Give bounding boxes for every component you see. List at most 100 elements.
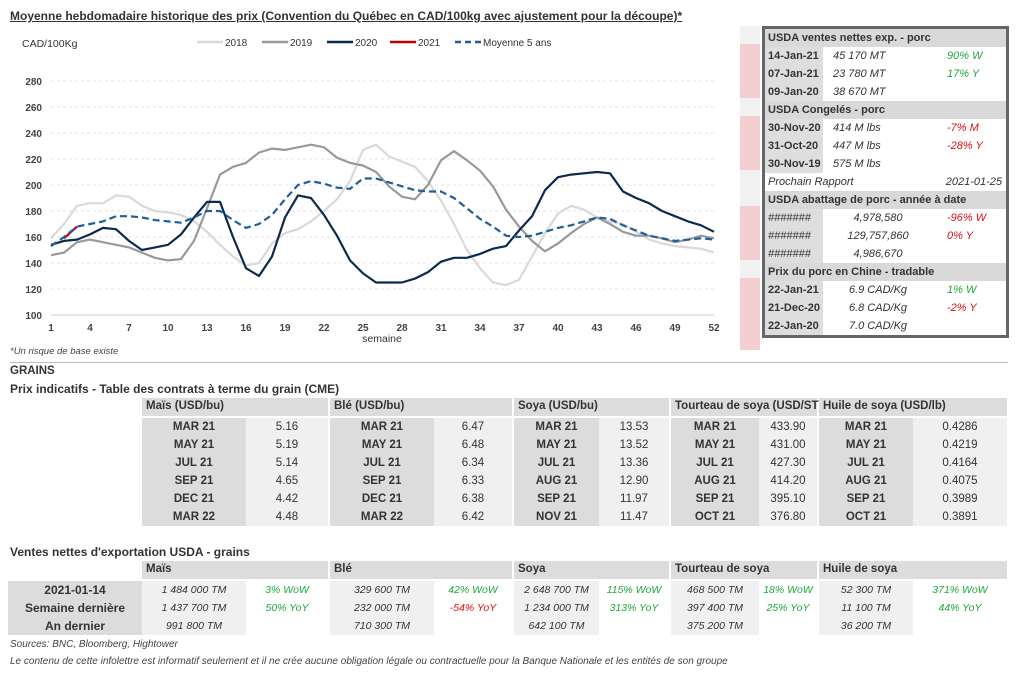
export-volume: 329 600 TM — [330, 581, 434, 599]
y-axis-label: CAD/100Kg — [22, 38, 78, 50]
strip-segment — [740, 26, 760, 44]
strip-segment — [740, 260, 760, 278]
legend-label: 2020 — [355, 38, 378, 49]
export-change: 371% WoW — [932, 584, 988, 596]
legend-label: Moyenne 5 ans — [483, 38, 551, 49]
contract-price: 0.4219 — [913, 436, 1007, 454]
futures-table: Maïs (USD/bu) Blé (USD/bu) Soya (USD/bu) To… — [8, 398, 1009, 526]
row-value: 7.0 CAD/Kg — [848, 320, 908, 332]
panel-row: 07-Jan-21 23 780 MT 17% Y — [765, 65, 1006, 83]
contract-month: OCT 21 — [819, 508, 913, 526]
table-row: Semaine dernière 1 437 700 TM 50% YoY 232 0… — [8, 599, 1009, 617]
panel-row: 30-Nov-19 575 M lbs — [765, 155, 1006, 173]
export-change: 3% WoW — [265, 584, 309, 596]
contract-month: AUG 21 — [514, 472, 599, 490]
section-divider — [10, 362, 1008, 363]
strip-segment — [740, 134, 760, 152]
strip-segment — [740, 242, 760, 260]
y-tick-label: 120 — [25, 285, 42, 296]
x-tick-label: 40 — [552, 323, 564, 334]
y-tick-label: 260 — [25, 103, 42, 114]
row-date: 07-Jan-21 — [765, 65, 823, 83]
contract-month: AUG 21 — [671, 472, 759, 490]
x-tick-label: 49 — [669, 323, 681, 334]
contract-month: MAY 21 — [330, 436, 434, 454]
period-label: Semaine dernière — [8, 599, 142, 617]
contract-month: MAR 22 — [142, 508, 246, 526]
y-tick-label: 220 — [25, 155, 42, 166]
contract-price: 6.48 — [434, 436, 512, 454]
contract-month: NOV 21 — [514, 508, 599, 526]
commodity-header: Tourteau de soya (USD/ST) — [671, 398, 822, 416]
series-line-2020 — [50, 170, 715, 284]
contract-month: MAY 21 — [142, 436, 246, 454]
y-tick-label: 160 — [25, 233, 42, 244]
panel-side-strip — [740, 26, 760, 350]
y-tick-label: 100 — [25, 311, 42, 322]
contract-month: OCT 21 — [671, 508, 759, 526]
row-date: 21-Dec-20 — [765, 299, 823, 317]
panel-row: 22-Jan-21 6.9 CAD/Kg 1% W — [765, 281, 1006, 299]
contract-price: 0.3989 — [913, 490, 1007, 508]
row-change: -28% Y — [947, 140, 983, 152]
contract-price: 4.65 — [246, 472, 328, 490]
export-volume: 397 400 TM — [671, 599, 759, 617]
contract-month: JUL 21 — [330, 454, 434, 472]
x-tick-label: 4 — [87, 323, 93, 334]
export-volume: 1 437 700 TM — [142, 599, 246, 617]
export-volume: 2 648 700 TM — [514, 581, 599, 599]
contract-price: 5.14 — [246, 454, 328, 472]
contract-month: MAR 21 — [819, 418, 913, 436]
contract-month: MAR 22 — [330, 508, 434, 526]
strip-segment — [740, 170, 760, 188]
contract-month: DEC 21 — [142, 490, 246, 508]
series-line-moyenne-5-ans — [50, 177, 715, 248]
x-tick-label: 46 — [630, 323, 642, 334]
row-date: 14-Jan-21 — [765, 47, 823, 65]
contract-price: 4.42 — [246, 490, 328, 508]
contract-price: 13.53 — [599, 418, 669, 436]
contract-month: MAR 21 — [330, 418, 434, 436]
contract-price: 6.33 — [434, 472, 512, 490]
panel-row: 30-Nov-20 414 M lbs -7% M — [765, 119, 1006, 137]
row-date: ####### — [765, 245, 823, 263]
series-line-2018 — [50, 143, 715, 287]
commodity-header: Soya — [514, 561, 671, 579]
strip-segment — [740, 296, 760, 314]
commodity-header: Soya (USD/bu) — [514, 398, 671, 416]
contract-price: 414.20 — [759, 472, 817, 490]
table-row: MAR 22 4.48 MAR 22 6.42 NOV 21 11.47 OCT 21 376… — [8, 508, 1009, 526]
contract-price: 427.30 — [759, 454, 817, 472]
table-row: SEP 21 4.65 SEP 21 6.33 AUG 21 12.90 AUG 21 414… — [8, 472, 1009, 490]
export-volume: 1 484 000 TM — [142, 581, 246, 599]
contract-price: 13.52 — [599, 436, 669, 454]
row-date: 31-Oct-20 — [765, 137, 823, 155]
x-tick-label: 37 — [513, 323, 525, 334]
grains-heading: GRAINS — [10, 365, 55, 377]
next-report-date: 2021-01-25 — [945, 176, 1002, 188]
strip-segment — [740, 44, 760, 62]
strip-segment — [740, 224, 760, 242]
row-date: 22-Jan-21 — [765, 281, 823, 299]
row-date: 30-Nov-19 — [765, 155, 823, 173]
table-row: MAY 21 5.19 MAY 21 6.48 MAY 21 13.52 MAY 21 431… — [8, 436, 1009, 454]
row-value: 575 M lbs — [833, 158, 881, 170]
export-change: 44% YoY — [938, 602, 982, 614]
export-volume: 36 200 TM — [819, 617, 913, 635]
row-value: 23 780 MT — [833, 68, 886, 80]
x-tick-label: 28 — [396, 323, 408, 334]
contract-price: 12.90 — [599, 472, 669, 490]
row-value: 129,757,860 — [847, 230, 909, 242]
strip-segment — [740, 98, 760, 116]
panel-row: ####### 4,986,670 — [765, 245, 1006, 263]
row-date: 09-Jan-20 — [765, 83, 823, 101]
contract-month: MAR 21 — [514, 418, 599, 436]
table-row: JUL 21 5.14 JUL 21 6.34 JUL 21 13.36 JUL 21 427… — [8, 454, 1009, 472]
contract-price: 6.38 — [434, 490, 512, 508]
row-change: 1% W — [947, 284, 977, 296]
next-report-label: Prochain Rapport — [768, 176, 854, 188]
contract-price: 376.80 — [759, 508, 817, 526]
row-date: ####### — [765, 227, 823, 245]
disclaimer: Le contenu de cette infolettre est infor… — [10, 656, 728, 667]
row-value: 45 170 MT — [833, 50, 886, 62]
